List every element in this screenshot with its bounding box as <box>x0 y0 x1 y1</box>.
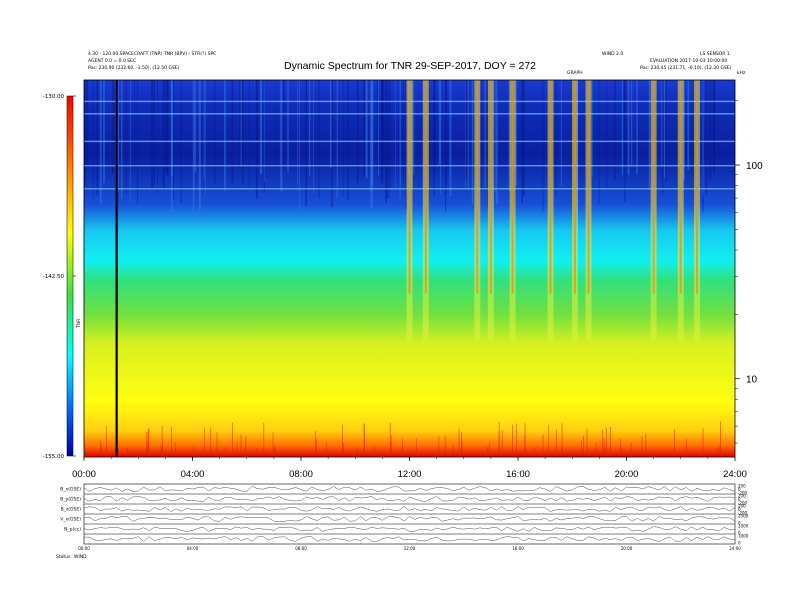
header-left-line-1: 4.30 - 120.00 SPACECRAFT (TNR) TNR (BPV)… <box>88 51 216 57</box>
panel-label: B_y(GSE) <box>60 497 81 503</box>
panel-tick-label: -200 <box>738 511 748 516</box>
header-right-corner: LS SENSOR 1 <box>700 51 730 57</box>
parameter-panels: B_x(GSE)2000-200B_y(GSE)2000-200B_z(GSE)… <box>60 484 748 552</box>
panel-trace <box>83 526 736 532</box>
radio-burst <box>650 80 657 342</box>
header-left-line-2: AGENT 0.0 = 0.0 SEC <box>88 58 136 64</box>
radio-burst <box>547 80 554 342</box>
panel-trace <box>83 516 736 522</box>
footer-status-value: WIND <box>74 554 87 560</box>
colorbar-tick-label: -155.00 <box>43 454 65 460</box>
panel-trace <box>83 506 736 512</box>
panel-trace <box>83 536 736 542</box>
panel-tick-label: 0 <box>738 521 741 526</box>
panel-trace <box>83 486 736 492</box>
panel-tick-label: 200 <box>738 504 746 509</box>
panel-tick-label: 0 <box>738 541 741 546</box>
x-tick-label: 20:00 <box>615 469 639 480</box>
panel-x-tick-label: 20:00 <box>621 546 633 551</box>
header-mid-small: GRAPH <box>567 70 583 76</box>
panel-label: N_p(cc) <box>64 527 81 533</box>
panel-tick-label: -200 <box>738 501 748 506</box>
header-right-mid: EVALUATION 2017-10-03 10:00:00 <box>650 58 727 64</box>
panel-tick-label: 0 <box>738 487 741 492</box>
panel-label: B_z(GSE) <box>61 507 82 513</box>
y-tick-label: 100 <box>746 161 763 172</box>
panel-label: V_x(GSE) <box>60 517 81 523</box>
colorbar-ticks: -130.00 -142.50 -155.00 <box>43 94 76 460</box>
panel-tick-label: 200 <box>738 484 746 489</box>
panel-tick-label: 1000 <box>738 524 749 529</box>
radio-burst <box>487 80 494 342</box>
x-tick-label: 16:00 <box>506 469 530 480</box>
colorbar <box>66 95 74 457</box>
x-tick-label: 24:00 <box>723 469 747 480</box>
radio-burst <box>677 80 684 342</box>
header-left-line-3: Pos: 230.90 (232.60, -3.50), (12.50 GSE) <box>88 65 180 71</box>
data-gap-marker <box>115 80 118 457</box>
y-tick-label: 10 <box>746 375 758 386</box>
chart-title: Dynamic Spectrum for TNR 29-SEP-2017, DO… <box>284 60 536 72</box>
x-tick-label: 12:00 <box>398 469 422 480</box>
x-tick-label: 08:00 <box>289 469 313 480</box>
radio-burst <box>571 80 578 342</box>
panel-tick-label: 0 <box>738 497 741 502</box>
colorbar-tick-label: -142.50 <box>43 274 65 280</box>
radio-burst <box>474 80 481 342</box>
panel-x-tick-label: 16:00 <box>512 546 524 551</box>
x-tick-label: 00:00 <box>72 469 96 480</box>
x-axis: 00:00 04:00 08:00 12:00 16:00 20:00 24:00 <box>72 457 747 480</box>
panel-trace <box>83 496 736 502</box>
panel-tick-label: 0 <box>738 531 741 536</box>
panel-x-tick-label: 12:00 <box>404 546 416 551</box>
header-right-pos: Pos: 230.45 (231.71, -6.10), (12.30 GSE) <box>640 65 732 71</box>
y-axis: 100 10 <box>735 100 763 444</box>
corner-unit-label: kHz <box>737 70 746 76</box>
panel-tick-label: 0 <box>738 507 741 512</box>
panel-tick-label: 1000 <box>738 534 749 539</box>
footer-status-label: Status <box>56 554 71 560</box>
header-right-top: WIND 2.0 <box>602 51 623 57</box>
colorbar-tick-label: -130.00 <box>43 94 65 100</box>
panel-x-tick-label: 24:00 <box>729 546 741 551</box>
panel-x-tick-label: 08:00 <box>295 546 307 551</box>
panel-tick-label: 200 <box>738 494 746 499</box>
radio-burst <box>509 80 516 342</box>
colorbar-unit-label: TNR <box>76 319 82 329</box>
radio-burst <box>422 80 429 342</box>
spectrogram <box>84 80 735 457</box>
radio-burst <box>694 80 701 342</box>
panel-x-tick-label: 04:00 <box>187 546 199 551</box>
panel-x-tick-label: 00:00 <box>78 546 90 551</box>
x-tick-label: 04:00 <box>181 469 205 480</box>
panel-label: B_x(GSE) <box>60 487 81 493</box>
radio-burst <box>406 80 413 342</box>
panel-tick-label: -200 <box>738 491 748 496</box>
radio-burst <box>585 80 592 342</box>
panel-tick-label: 2000 <box>738 514 749 519</box>
